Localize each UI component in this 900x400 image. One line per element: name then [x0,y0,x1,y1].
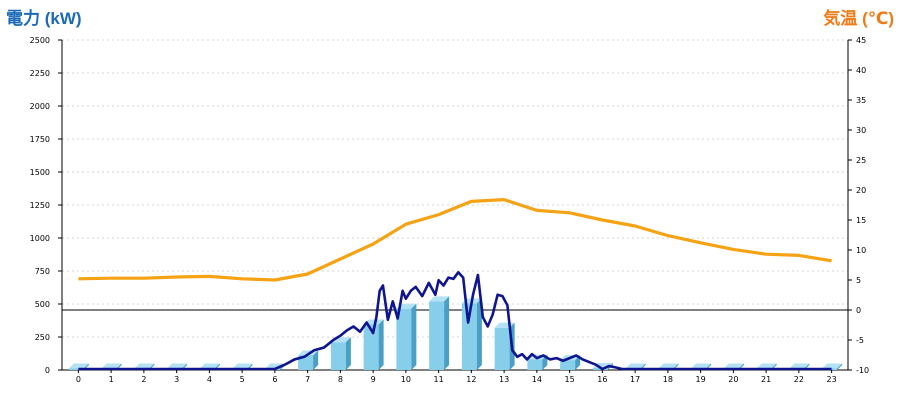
x-tick-label: 4 [207,375,212,384]
power-bar-front [429,301,445,370]
power-bar-top [232,363,253,369]
left-tick-label: 2500 [30,36,50,45]
temperature-line [78,198,832,282]
x-tick-label: 15 [565,375,575,384]
power-bar-front [68,368,84,370]
left-tick-label: 1500 [30,168,50,177]
x-tick-label: 21 [761,375,771,384]
left-tick-label: 1250 [30,201,50,210]
power-bar-front [494,327,510,370]
power-bar-side [345,337,351,370]
x-tick-label: 12 [466,375,476,384]
left-tick-label: 500 [35,300,50,309]
power-bar-top [756,363,777,369]
power-bar-side [378,319,384,370]
power-bar-top [789,363,810,369]
power-bar-side [476,298,482,370]
right-tick-label: 25 [856,156,866,165]
power-bar [396,303,417,370]
power-bar-side [411,303,417,370]
power-line [78,271,832,371]
right-tick-label: 10 [856,246,866,255]
power-bar [363,319,384,370]
right-tick-label: 20 [856,186,866,195]
x-tick-label: 18 [663,375,673,384]
right-axis-title: 気温 (℃) [823,9,894,28]
right-tick-label: 5 [856,276,861,285]
x-tick-label: 14 [532,375,542,384]
power-bar-front [396,308,412,370]
power-bar-top [625,363,646,369]
power-bar-front [560,360,576,370]
power-bar-top [167,363,188,369]
power-bar-side [313,350,319,370]
x-tick-label: 8 [338,375,343,384]
power-bar-top [658,363,679,369]
power-bar-top [134,363,155,369]
power-bar-front [298,355,314,370]
x-tick-label: 16 [597,375,607,384]
power-bar-front [461,303,477,370]
x-tick-label: 6 [272,375,277,384]
left-tick-label: 1750 [30,135,50,144]
power-bar-top [68,363,89,369]
right-tick-label: -5 [856,336,864,345]
power-bar-side [444,296,450,370]
x-tick-label: 20 [728,375,738,384]
right-tick-label: 15 [856,216,866,225]
x-tick-label: 10 [401,375,411,384]
left-axis-title: 電力 (kW) [6,9,82,28]
x-tick-label: 13 [499,375,509,384]
right-tick-label: 35 [856,96,866,105]
x-tick-label: 23 [827,375,837,384]
power-bar-top [101,363,122,369]
x-tick-label: 5 [240,375,245,384]
power-bar-front [330,342,346,370]
power-bar [330,337,351,370]
power-bar-top [363,319,384,325]
x-tick-label: 11 [434,375,444,384]
x-tick-label: 7 [305,375,310,384]
left-tick-label: 1000 [30,234,50,243]
power-bar-front [363,324,379,370]
right-tick-label: 0 [856,306,861,315]
right-tick-label: 45 [856,36,866,45]
x-tick-label: 9 [371,375,376,384]
right-tick-label: 30 [856,126,866,135]
left-tick-label: 2000 [30,102,50,111]
x-tick-label: 22 [794,375,804,384]
x-tick-label: 2 [141,375,146,384]
x-tick-label: 19 [696,375,706,384]
x-tick-label: 1 [109,375,114,384]
x-tick-label: 17 [630,375,640,384]
power-bar-top [691,363,712,369]
power-bar-top [723,363,744,369]
right-tick-label: 40 [856,66,866,75]
x-tick-label: 0 [76,375,81,384]
left-tick-label: 250 [35,333,50,342]
left-tick-label: 750 [35,267,50,276]
power-bar-side [837,363,843,370]
x-tick-label: 3 [174,375,179,384]
power-bar-front [527,359,543,370]
left-tick-label: 2250 [30,69,50,78]
power-bar-top [822,363,843,369]
power-bar [429,296,450,370]
left-tick-label: 0 [45,366,50,375]
power-bar-top [429,296,450,302]
power-bar-side [575,355,581,370]
power-bar [461,298,482,370]
right-tick-label: -10 [856,366,869,375]
power-bar-top [199,363,220,369]
